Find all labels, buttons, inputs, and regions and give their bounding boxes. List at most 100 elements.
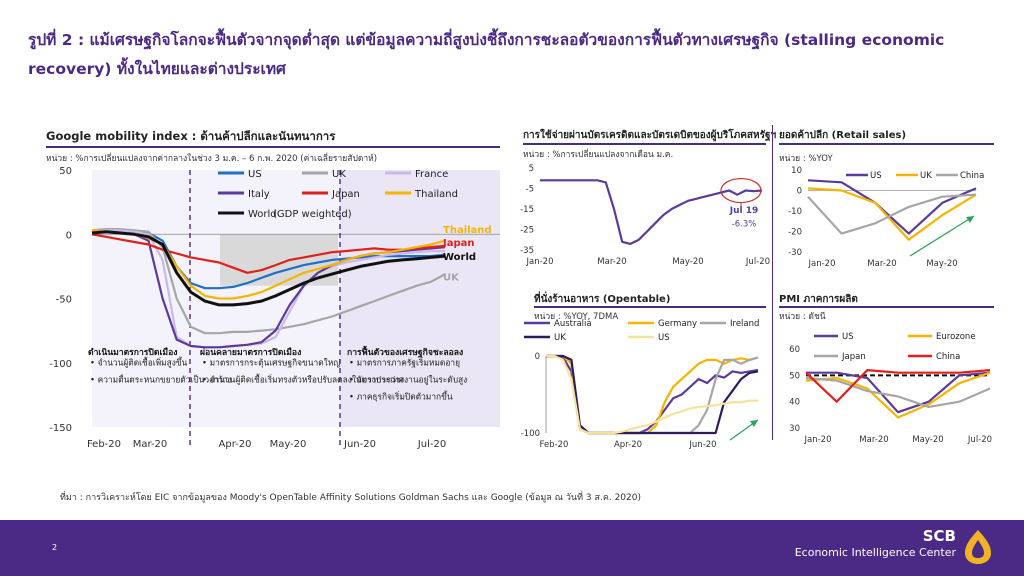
- legend-label-us: US: [658, 333, 670, 343]
- y-tick-label: -5: [526, 185, 534, 195]
- trend-arrowhead: [750, 420, 758, 427]
- opentable-unit: หน่วย : %YOY, 7DMA: [534, 312, 619, 322]
- brand-sub: Economic Intelligence Center: [794, 546, 956, 559]
- phase-bullet: • มาตรการภาครัฐเริ่มหมดอายุ: [349, 356, 460, 368]
- x-tick-label: Mar-20: [597, 257, 626, 267]
- x-tick-label: Mar-20: [867, 259, 896, 269]
- annotation-value: -6.3%: [732, 219, 757, 229]
- legend-label-us: US: [870, 171, 882, 181]
- series-line-uk: [807, 187, 977, 241]
- footer-bar: [0, 520, 1024, 576]
- phase-bullet: • จำนวนผู้ติดเชื้อเพิ่มสูงขึ้น: [90, 356, 188, 368]
- cards-chart-title: การใช้จ่ายผ่านบัตรเครดิตและบัตรเดบิตของผ…: [523, 130, 777, 141]
- title-rule: [534, 306, 766, 308]
- x-tick-label: Jul-20: [745, 257, 770, 267]
- series-line-us: [807, 179, 977, 235]
- series-line-us: [546, 354, 758, 435]
- brand-block: SCB Economic Intelligence Center: [795, 527, 956, 561]
- series-line-china: [807, 193, 977, 235]
- y-tick-label: -50: [56, 295, 72, 306]
- x-tick-label: May-20: [926, 259, 957, 269]
- x-tick-label: May-20: [912, 435, 943, 445]
- phase-bullet: • ความตื่นตระหนกขยายตัวเป็นวงกว้าง: [90, 373, 232, 384]
- legend-label-germany: Germany: [658, 319, 697, 329]
- y-tick-label: -100: [521, 429, 540, 439]
- x-tick-label: Apr-20: [219, 439, 252, 450]
- y-tick-label: -10: [788, 207, 802, 217]
- title-rule: [523, 143, 766, 145]
- annotation-date: Jul 19: [729, 206, 759, 216]
- x-tick-label: Mar-20: [133, 439, 168, 450]
- series-line-card-spending: [540, 179, 763, 246]
- y-tick-label: 40: [789, 398, 800, 408]
- y-tick-label: -30: [788, 248, 802, 258]
- panel-separator: [772, 125, 773, 440]
- legend-label-us: US: [248, 169, 262, 180]
- legend-label-italy: Italy: [248, 189, 270, 200]
- phase-bullet: • ภาคธุรกิจเริ่มปิดตัวมากขึ้น: [349, 390, 453, 402]
- x-tick-label: Jun-20: [343, 439, 376, 450]
- phase-bullet: • อัตราการว่างงานอยู่ในระดับสูง: [349, 374, 467, 385]
- end-label-japan: Japan: [442, 238, 475, 249]
- scb-logo-icon: [965, 530, 991, 564]
- phase-bullet: • จำนวนผู้ติดเชื้อเริ่มทรงตัวหรือปรับลดล…: [202, 373, 404, 385]
- y-tick-label: -25: [520, 226, 534, 236]
- legend-label-china: China: [936, 352, 960, 362]
- retail-chart: 10 0 -10 -20 -30 Jan-20 Mar-20 May-20 US UK China: [788, 166, 984, 269]
- series-line-uk: [91, 227, 446, 335]
- y-tick-label: -100: [49, 359, 72, 370]
- legend-label-japan: Japan: [331, 189, 360, 200]
- y-tick-label: 30: [789, 424, 800, 434]
- mobility-chart: 50 0 -50 -100 -150 Feb-20 Mar-20 Apr-20 May-20 Ju…: [49, 166, 500, 450]
- trend-arrowhead: [966, 216, 974, 223]
- brand-name: SCB: [922, 527, 956, 545]
- page-title: รูปที่ 2 : แม้เศรษฐกิจโลกจะฟื้นตัวจากจุด…: [28, 31, 945, 78]
- pmi-unit: หน่วย : ดัชนี: [779, 312, 826, 322]
- series-line-japan: [805, 376, 991, 409]
- x-tick-label: Feb-20: [540, 440, 569, 450]
- x-tick-label: Jan-20: [526, 257, 554, 267]
- y-tick-label: 60: [789, 345, 800, 355]
- legend-label-uk: UK: [332, 169, 346, 180]
- y-tick-label: 0: [66, 230, 72, 241]
- x-tick-label: Jul-20: [417, 439, 446, 450]
- x-tick-label: Mar-20: [859, 435, 888, 445]
- legend-label-uk: UK: [920, 171, 932, 181]
- source-note: ที่มา : การวิเคราะห์โดย EIC จากข้อมูลของ…: [60, 493, 641, 503]
- y-tick-label: 0: [797, 187, 802, 197]
- y-tick-label: -35: [520, 246, 534, 256]
- series-line-uk: [546, 354, 759, 435]
- x-tick-label: May-20: [270, 439, 307, 450]
- y-tick-label: 0: [535, 352, 540, 362]
- series-line-eurozone: [805, 371, 991, 419]
- phase-title: การฟื้นตัวของเศรษฐกิจชะลอลง: [347, 345, 463, 358]
- series-line-world: [91, 230, 446, 307]
- retail-unit: หน่วย : %YOY: [779, 154, 833, 164]
- legend-label-us: US: [842, 332, 854, 342]
- x-tick-label: Jan-20: [804, 435, 832, 445]
- y-tick-label: 50: [59, 166, 72, 177]
- phase-title: ผ่อนคลายมาตรการปิดเมือง: [200, 347, 301, 358]
- title-rule: [779, 143, 994, 145]
- legend-label-uk: UK: [554, 333, 566, 343]
- y-tick-label: 5: [529, 164, 534, 174]
- series-line-us: [806, 371, 991, 414]
- phase-title: ดำเนินมาตรการปิดเมือง: [88, 347, 177, 358]
- y-tick-label: -15: [520, 205, 534, 215]
- pmi-chart: 60 50 40 30 Jan-20 Mar-20 May-20 Jul-20 US Eurozo…: [789, 332, 992, 445]
- phase-bullet: • มาตรการกระตุ้นเศรษฐกิจขนาดใหญ่: [202, 357, 340, 368]
- end-label-world: World: [443, 252, 476, 263]
- cards-unit: หน่วย : %การเปลี่ยนแปลงจากเดือน ม.ค.: [523, 150, 674, 160]
- opentable-chart-title: ที่นั่งร้านอาหาร (Opentable): [534, 294, 671, 305]
- mobility-chart-title: Google mobility index : ด้านค้าปลีกและนั…: [46, 129, 336, 143]
- x-tick-label: Apr-20: [614, 440, 642, 450]
- trend-arrow: [909, 215, 975, 257]
- x-tick-label: Jul-20: [967, 435, 992, 445]
- end-label-thailand: Thailand: [443, 225, 492, 236]
- legend-label-france: France: [415, 169, 448, 180]
- legend-label-china: China: [960, 171, 984, 181]
- title-rule: [46, 146, 500, 148]
- legend-label-australia: Australia: [554, 319, 592, 329]
